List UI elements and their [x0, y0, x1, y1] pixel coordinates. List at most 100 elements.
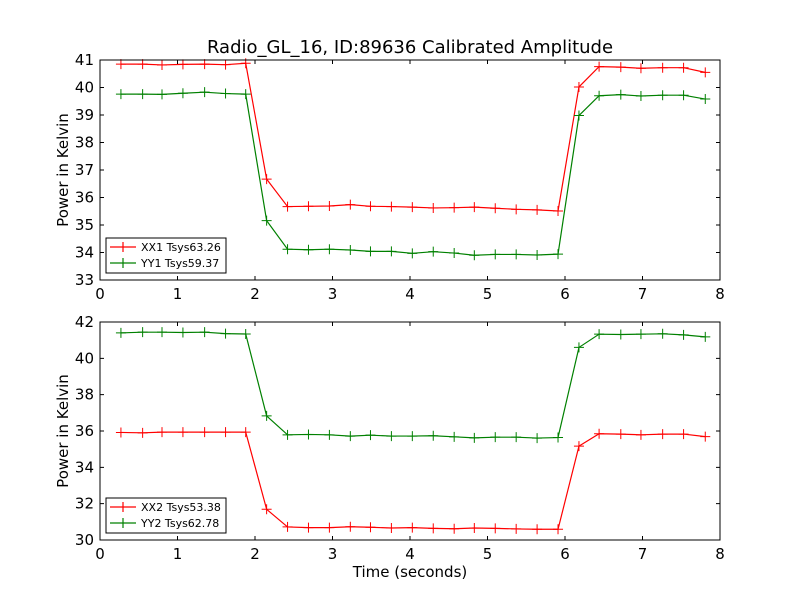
data-point-marker: [532, 249, 543, 260]
data-point-marker: [157, 89, 167, 100]
data-point-marker: [407, 248, 418, 259]
data-point-marker: [324, 201, 335, 212]
data-point-marker: [594, 329, 605, 340]
data-point-marker: [490, 249, 501, 260]
data-point-marker: [199, 59, 210, 70]
data-point-marker: [511, 249, 522, 260]
data-point-marker: [282, 201, 293, 212]
x-tick-label: 5: [483, 285, 493, 303]
data-point-marker: [490, 432, 501, 443]
data-point-marker: [407, 522, 418, 533]
data-point-marker: [261, 174, 272, 185]
data-point-marker: [657, 90, 668, 101]
data-point-marker: [282, 244, 293, 255]
data-point-marker: [386, 201, 397, 212]
legend-label: YY1 Tsys59.37: [140, 257, 219, 270]
legend-swatch: [110, 258, 136, 268]
x-tick-label: 2: [250, 285, 260, 303]
x-tick-label: 2: [250, 545, 260, 563]
x-tick-label: 7: [638, 545, 648, 563]
data-point-marker: [594, 428, 605, 439]
data-point-marker: [428, 202, 439, 213]
legend: XX2 Tsys53.38 YY2 Tsys62.78: [105, 497, 227, 534]
data-point-marker: [657, 328, 668, 339]
data-point-marker: [324, 244, 335, 255]
data-point-marker: [303, 244, 314, 255]
y-tick-label: 37: [75, 161, 94, 179]
data-point-marker: [220, 88, 231, 99]
data-point-marker: [615, 89, 626, 100]
data-point-marker: [386, 246, 397, 257]
x-tick-label: 7: [638, 285, 648, 303]
data-point-marker: [449, 248, 460, 259]
data-point-marker: [573, 342, 584, 353]
series-line-2: [120, 331, 706, 439]
data-point-marker: [700, 331, 711, 342]
data-point-marker: [386, 523, 397, 534]
legend-label: XX2 Tsys53.38: [141, 501, 221, 514]
data-point-marker: [657, 62, 668, 73]
data-point-marker: [657, 429, 668, 440]
data-point-marker: [678, 62, 689, 73]
data-point-marker: [261, 215, 272, 226]
y-axis-label: Power in Kelvin: [54, 113, 72, 227]
data-point-marker: [678, 329, 689, 340]
data-point-marker: [700, 94, 711, 105]
data-point-marker: [490, 203, 501, 214]
data-point-marker: [137, 327, 148, 338]
data-point-marker: [615, 429, 626, 440]
x-axis-label: Time (seconds): [352, 563, 468, 581]
data-point-marker: [345, 245, 356, 256]
legend-box: [105, 237, 227, 274]
x-tick-label: 8: [715, 545, 725, 563]
y-axis-label: Power in Kelvin: [54, 374, 72, 488]
y-tick-label: 40: [75, 79, 94, 97]
data-point-marker: [449, 202, 460, 213]
data-point-marker: [365, 201, 376, 212]
legend-swatch: [110, 502, 136, 512]
data-point-marker: [177, 327, 188, 338]
data-point-marker: [511, 204, 522, 215]
data-point-marker: [261, 410, 272, 421]
y-tick-label: 42: [75, 313, 94, 331]
x-tick-label: 3: [328, 285, 338, 303]
data-point-marker: [449, 523, 460, 534]
y-tick-label: 32: [75, 495, 94, 513]
data-point-marker: [240, 427, 251, 438]
data-point-marker: [511, 523, 522, 534]
y-tick-label: 38: [75, 386, 94, 404]
data-point-marker: [553, 524, 564, 535]
chart-title: Radio_GL_16, ID:89636 Calibrated Amplitu…: [207, 37, 613, 58]
data-point-marker: [407, 431, 418, 442]
legend-box: [105, 497, 227, 534]
data-point-marker: [469, 523, 480, 534]
data-point-marker: [594, 61, 605, 72]
data-point-marker: [635, 329, 646, 340]
data-point-marker: [365, 246, 376, 257]
data-point-marker: [469, 202, 480, 213]
data-point-marker: [240, 328, 251, 339]
data-point-marker: [261, 504, 272, 515]
data-point-marker: [282, 521, 293, 532]
data-point-marker: [137, 89, 148, 100]
y-tick-label: 34: [75, 458, 94, 476]
data-point-marker: [615, 329, 626, 340]
data-point-marker: [449, 431, 460, 442]
x-tick-label: 0: [95, 285, 105, 303]
data-point-marker: [199, 327, 210, 338]
data-point-marker: [199, 427, 210, 438]
data-point-marker: [615, 62, 626, 73]
x-tick-label: 4: [405, 545, 415, 563]
data-point-marker: [177, 427, 188, 438]
data-point-marker: [240, 89, 251, 100]
x-tick-label: 3: [328, 545, 338, 563]
data-point-marker: [573, 110, 584, 121]
data-point-marker: [573, 441, 584, 452]
y-tick-label: 38: [75, 134, 94, 152]
x-tick-label: 0: [95, 545, 105, 563]
legend-swatch: [110, 242, 136, 252]
data-point-marker: [115, 89, 126, 100]
data-point-marker: [199, 87, 210, 98]
